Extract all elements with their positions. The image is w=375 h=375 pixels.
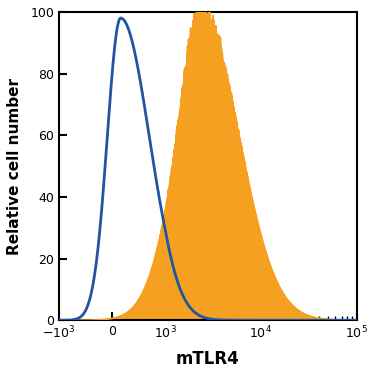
Y-axis label: Relative cell number: Relative cell number bbox=[7, 78, 22, 255]
X-axis label: mTLR4: mTLR4 bbox=[176, 350, 240, 368]
